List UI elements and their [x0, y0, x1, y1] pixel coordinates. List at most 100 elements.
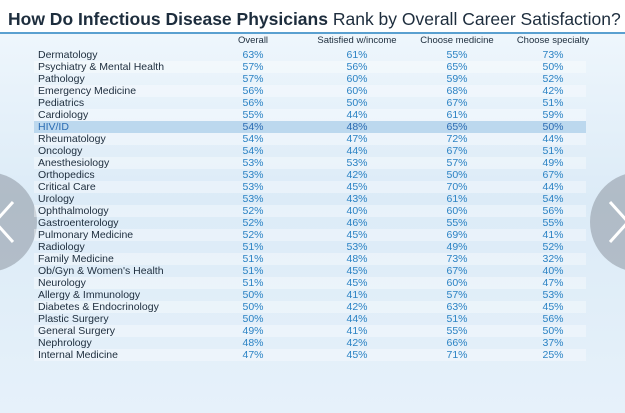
value-cell: 53%: [242, 157, 264, 169]
value-cell: 56%: [542, 313, 564, 325]
table-row: Ophthalmology 52% 40% 60% 56%: [34, 205, 586, 217]
specialty-name: Emergency Medicine: [38, 85, 137, 97]
specialty-name: Neurology: [38, 277, 86, 289]
table-row: Pathology 57% 60% 59% 52%: [34, 73, 586, 85]
value-cell: 71%: [446, 349, 468, 361]
table-row: Diabetes & Endocrinology 50% 42% 63% 45%: [34, 301, 586, 313]
value-cell: 54%: [242, 133, 264, 145]
value-cell: 55%: [242, 109, 264, 121]
value-cell: 44%: [346, 109, 368, 121]
value-cell: 53%: [542, 289, 564, 301]
next-arrow: [608, 200, 625, 244]
value-cell: 46%: [346, 217, 368, 229]
value-cell: 47%: [346, 133, 368, 145]
table-row: Dermatology 63% 61% 55% 73%: [34, 49, 586, 61]
value-cell: 40%: [346, 205, 368, 217]
value-cell: 40%: [542, 265, 564, 277]
table-row: Critical Care 53% 45% 70% 44%: [34, 181, 586, 193]
specialty-name: Critical Care: [38, 181, 96, 193]
value-cell: 73%: [542, 49, 564, 61]
value-cell: 51%: [242, 277, 264, 289]
value-cell: 54%: [242, 121, 264, 133]
value-cell: 63%: [446, 301, 468, 313]
value-cell: 42%: [346, 301, 368, 313]
specialty-name: Psychiatry & Mental Health: [38, 61, 165, 73]
value-cell: 59%: [542, 109, 564, 121]
value-cell: 51%: [242, 253, 264, 265]
table-row: Allergy & Immunology 50% 41% 57% 53%: [34, 289, 586, 301]
specialty-name: Pathology: [38, 73, 85, 85]
value-cell: 65%: [446, 61, 468, 73]
value-cell: 53%: [242, 181, 264, 193]
value-cell: 52%: [242, 205, 264, 217]
specialty-name: Ob/Gyn & Women's Health: [38, 265, 164, 277]
column-header: Satisfied w/income: [317, 35, 397, 46]
table-row: Anesthesiology 53% 53% 57% 49%: [34, 157, 586, 169]
value-cell: 53%: [242, 193, 264, 205]
table-row: Emergency Medicine 56% 60% 68% 42%: [34, 85, 586, 97]
value-cell: 55%: [542, 217, 564, 229]
table-row: Internal Medicine 47% 45% 71% 25%: [34, 349, 586, 361]
value-cell: 68%: [446, 85, 468, 97]
value-cell: 50%: [542, 325, 564, 337]
value-cell: 51%: [542, 97, 564, 109]
value-cell: 67%: [446, 97, 468, 109]
value-cell: 53%: [346, 157, 368, 169]
value-cell: 67%: [446, 145, 468, 157]
table-row: Psychiatry & Mental Health 57% 56% 65% 50%: [34, 61, 586, 73]
value-cell: 60%: [446, 205, 468, 217]
table-row: General Surgery 49% 41% 55% 50%: [34, 325, 586, 337]
table-row: Pediatrics 56% 50% 67% 51%: [34, 97, 586, 109]
value-cell: 50%: [242, 313, 264, 325]
value-cell: 41%: [346, 289, 368, 301]
value-cell: 42%: [346, 169, 368, 181]
value-cell: 37%: [542, 337, 564, 349]
specialty-name: Cardiology: [38, 109, 89, 121]
value-cell: 60%: [446, 277, 468, 289]
value-cell: 51%: [446, 313, 468, 325]
table-row: Gastroenterology 52% 46% 55% 55%: [34, 217, 586, 229]
value-cell: 59%: [446, 73, 468, 85]
table-row: Nephrology 48% 42% 66% 37%: [34, 337, 586, 349]
value-cell: 56%: [242, 97, 264, 109]
value-cell: 50%: [242, 301, 264, 313]
specialty-name: Plastic Surgery: [38, 313, 109, 325]
value-cell: 48%: [346, 121, 368, 133]
table-row: Neurology 51% 45% 60% 47%: [34, 277, 586, 289]
specialty-name: Radiology: [38, 241, 85, 253]
table-row: Urology 53% 43% 61% 54%: [34, 193, 586, 205]
value-cell: 61%: [446, 109, 468, 121]
table-row: Oncology 54% 44% 67% 51%: [34, 145, 586, 157]
value-cell: 45%: [346, 265, 368, 277]
specialty-name: Oncology: [38, 145, 83, 157]
value-cell: 42%: [542, 85, 564, 97]
title: How Do Infectious Disease Physicians Ran…: [8, 9, 621, 30]
value-cell: 51%: [542, 145, 564, 157]
value-cell: 73%: [446, 253, 468, 265]
value-cell: 49%: [446, 241, 468, 253]
table-row: Pulmonary Medicine 52% 45% 69% 41%: [34, 229, 586, 241]
value-cell: 54%: [542, 193, 564, 205]
table-row: Orthopedics 53% 42% 50% 67%: [34, 169, 586, 181]
specialty-name: General Surgery: [38, 325, 116, 337]
column-header: Choose medicine: [420, 35, 494, 46]
value-cell: 47%: [242, 349, 264, 361]
value-cell: 53%: [346, 241, 368, 253]
specialty-name: Ophthalmology: [38, 205, 109, 217]
table-row: Cardiology 55% 44% 61% 59%: [34, 109, 586, 121]
column-header: Overall: [237, 35, 269, 46]
table-row: HIV/ID 54% 48% 65% 50%: [34, 121, 586, 133]
specialty-name: Pediatrics: [38, 97, 85, 109]
value-cell: 50%: [346, 97, 368, 109]
value-cell: 57%: [242, 61, 264, 73]
table-row: Rheumatology 54% 47% 72% 44%: [34, 133, 586, 145]
next-button[interactable]: [590, 172, 625, 272]
specialty-name: Orthopedics: [38, 169, 95, 181]
prev-button[interactable]: [0, 172, 37, 272]
specialty-name: Urology: [38, 193, 75, 205]
value-cell: 61%: [446, 193, 468, 205]
value-cell: 60%: [346, 85, 368, 97]
value-cell: 56%: [346, 61, 368, 73]
title-bold: How Do Infectious Disease Physicians: [8, 9, 328, 29]
title-rule: [0, 32, 625, 34]
